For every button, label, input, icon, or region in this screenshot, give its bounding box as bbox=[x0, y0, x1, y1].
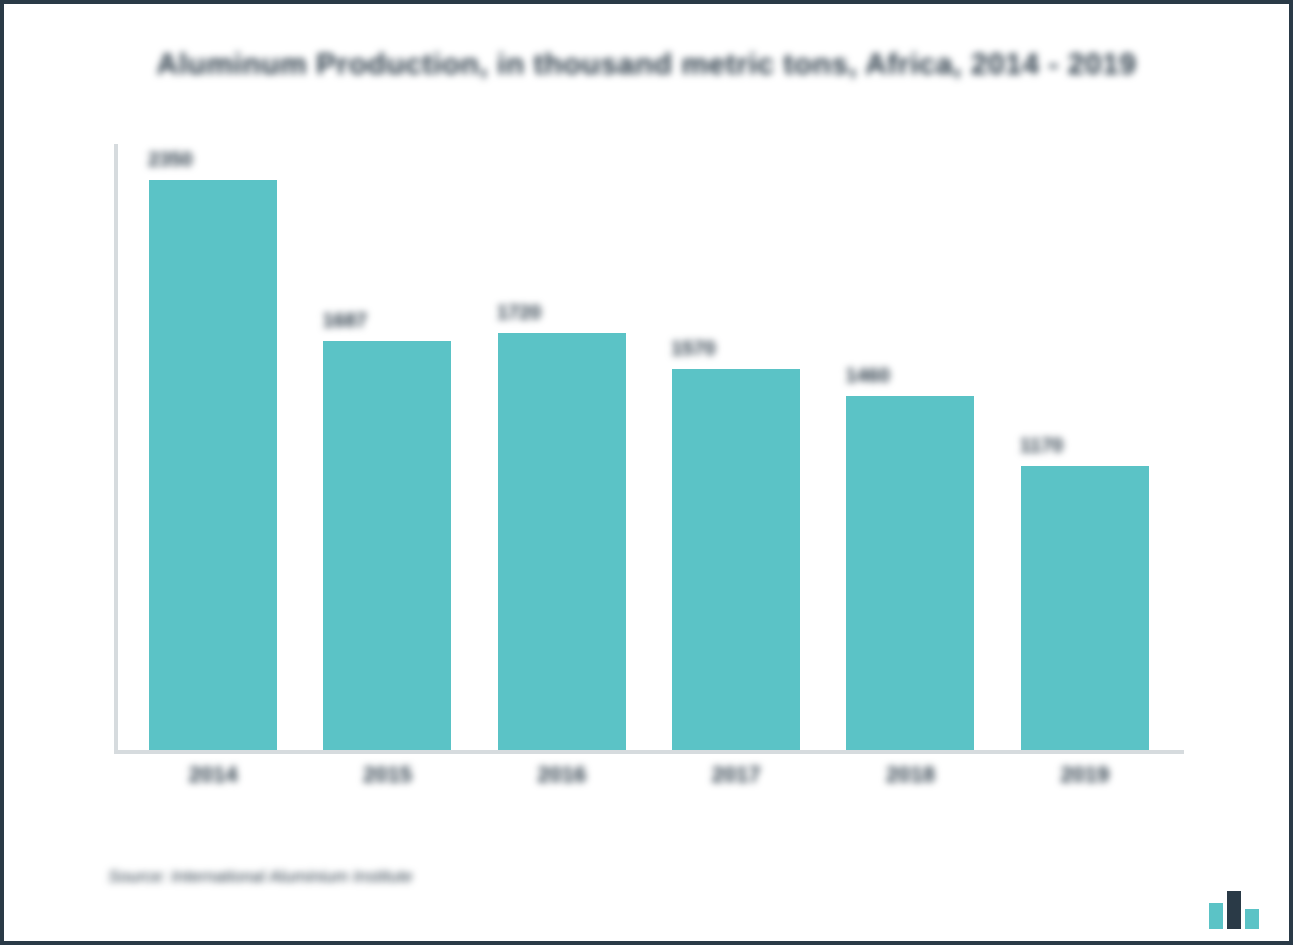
bar-value-label: 1720 bbox=[497, 302, 542, 325]
bar-value-label: 1460 bbox=[845, 365, 890, 388]
bar-2016: 1720 bbox=[497, 144, 627, 750]
chart-title: Aluminum Production, in thousand metric … bbox=[4, 48, 1289, 82]
bars-container: 2350 1687 1720 1570 1460 1170 bbox=[114, 144, 1184, 750]
bar-value-label: 1687 bbox=[322, 310, 367, 333]
bar bbox=[672, 369, 800, 750]
bar-2019: 1170 bbox=[1020, 144, 1150, 750]
x-axis bbox=[114, 750, 1184, 754]
bar bbox=[323, 341, 451, 750]
chart-frame: Aluminum Production, in thousand metric … bbox=[0, 0, 1293, 945]
bar-value-label: 1570 bbox=[671, 338, 716, 361]
bar bbox=[1021, 466, 1149, 750]
plot-area: 2350 1687 1720 1570 1460 1170 bbox=[114, 144, 1184, 754]
x-axis-labels: 2014 2015 2016 2017 2018 2019 bbox=[114, 762, 1184, 788]
bar-2017: 1570 bbox=[671, 144, 801, 750]
x-axis-label: 2014 bbox=[148, 762, 278, 788]
source-text: Source: International Aluminium Institut… bbox=[108, 867, 413, 887]
x-axis-label: 2015 bbox=[322, 762, 452, 788]
bar-value-label: 2350 bbox=[148, 149, 193, 172]
x-axis-label: 2016 bbox=[497, 762, 627, 788]
bar-2015: 1687 bbox=[322, 144, 452, 750]
bar-2018: 1460 bbox=[845, 144, 975, 750]
x-axis-label: 2018 bbox=[845, 762, 975, 788]
bar-value-label: 1170 bbox=[1020, 435, 1063, 458]
x-axis-label: 2019 bbox=[1020, 762, 1150, 788]
x-axis-label: 2017 bbox=[671, 762, 801, 788]
bar-2014: 2350 bbox=[148, 144, 278, 750]
bar bbox=[149, 180, 277, 750]
brand-logo bbox=[1207, 885, 1271, 929]
bar bbox=[498, 333, 626, 750]
bar bbox=[846, 396, 974, 750]
